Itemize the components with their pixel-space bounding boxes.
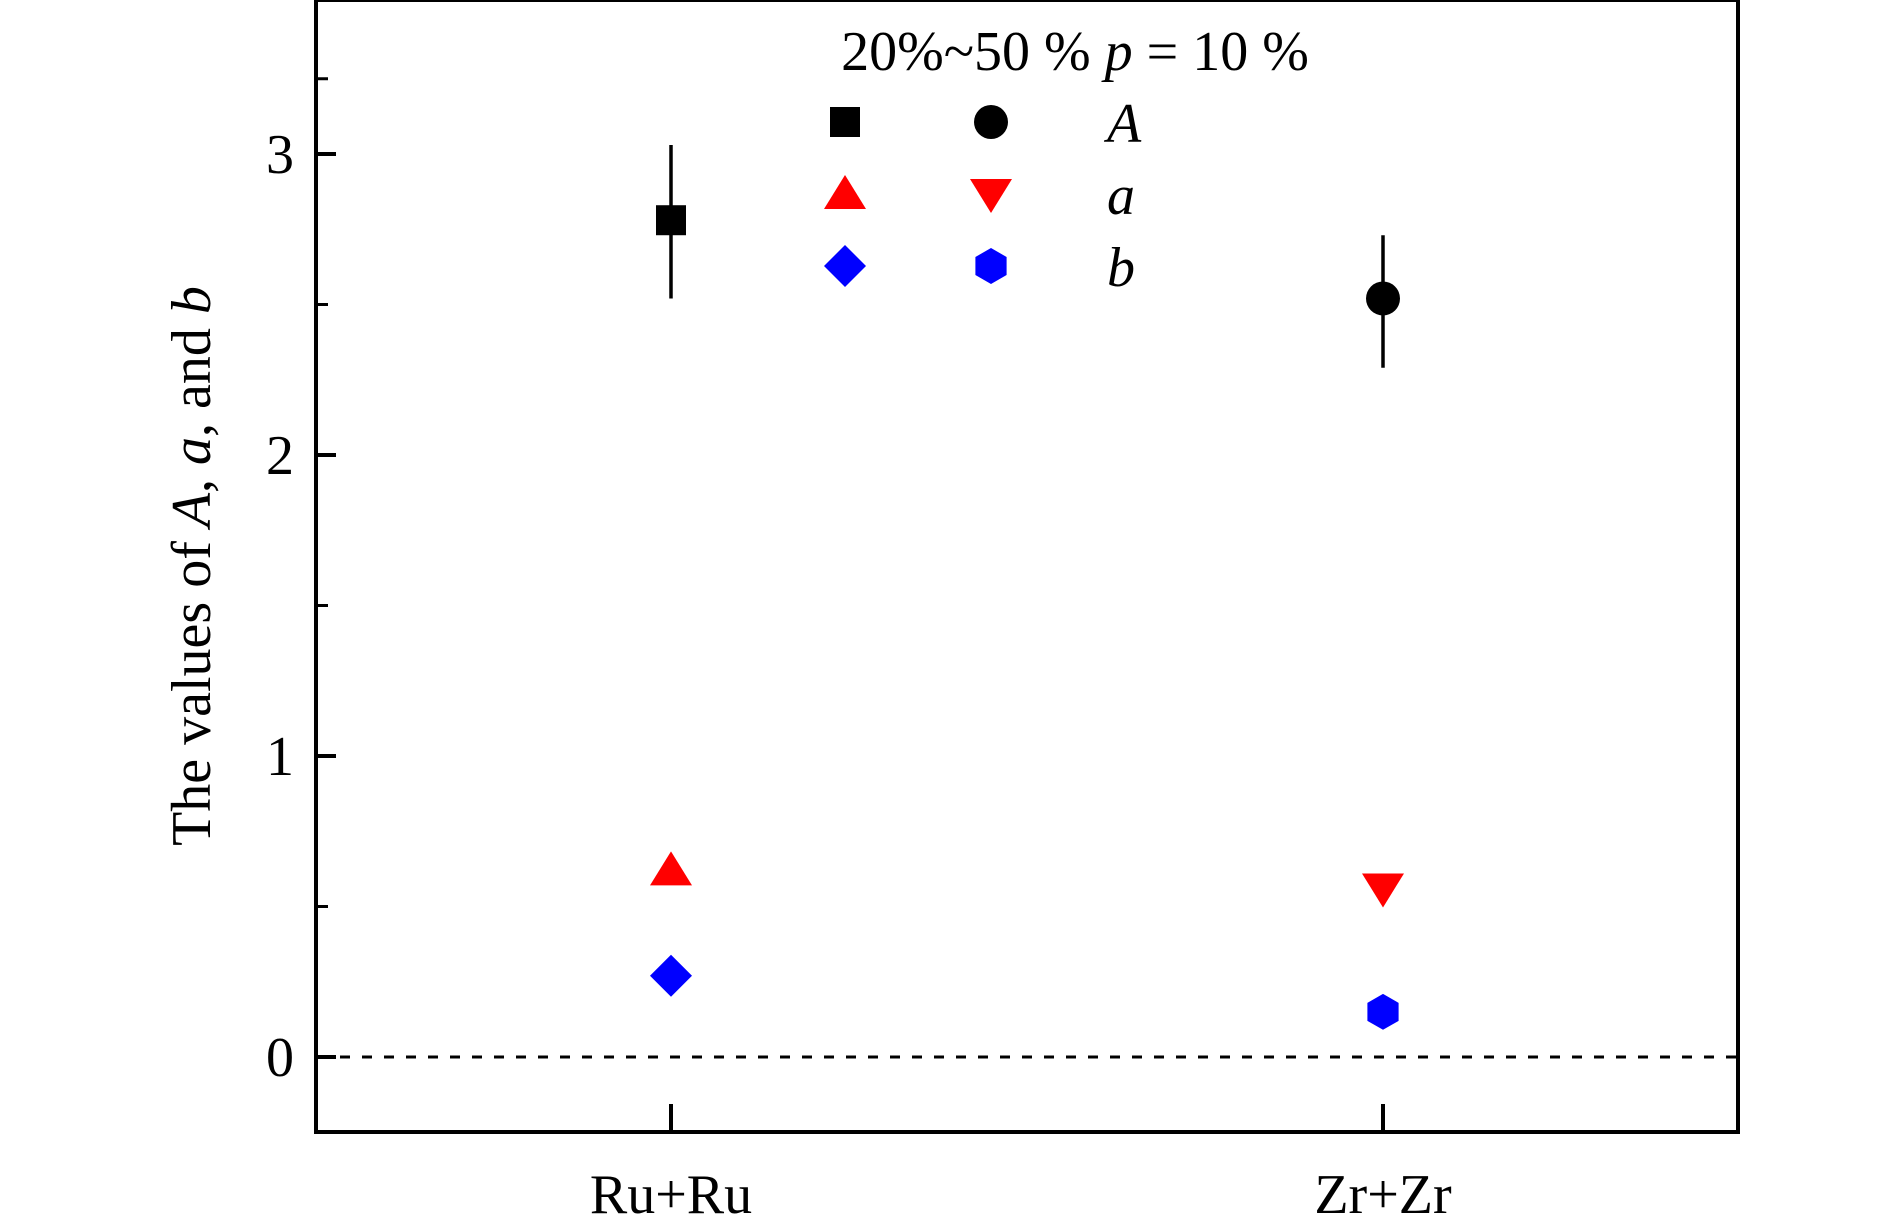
plot-frame (314, 0, 1740, 1134)
legend-title: 20%~50 % p = 10 % (841, 21, 1309, 83)
legend-marker-b-diamond (824, 245, 866, 287)
x-axis-ticks: Ru+Ru Zr+Zr (590, 1104, 1452, 1226)
point-A-zr-zr (1366, 281, 1400, 316)
legend-label: A (1103, 93, 1142, 155)
legend-label: b (1107, 237, 1135, 299)
legend: 20%~50 % p = 10 % Aab (824, 21, 1309, 299)
y-tick-label: 3 (266, 124, 294, 186)
data-points (650, 144, 1404, 1030)
point-a-ru-ru (650, 851, 692, 886)
point-b-zr-zr (1367, 993, 1399, 1030)
y-tick-label: 2 (266, 425, 294, 487)
legend-label: a (1107, 165, 1135, 227)
point-b-ru-ru (650, 954, 692, 997)
legend-marker-b-hexagon (975, 248, 1007, 284)
x-tick-label: Zr+Zr (1314, 1164, 1452, 1226)
y-axis-label: The values of A, a, and b (161, 286, 223, 846)
point-a-zr-zr (1362, 873, 1404, 908)
legend-marker-a-triangle-up (824, 175, 866, 209)
y-axis-ticks: 0 1 2 3 (266, 77, 336, 1089)
y-tick-label: 1 (266, 726, 294, 788)
legend-marker-A-square (830, 107, 860, 137)
legend-marker-a-triangle-down (970, 179, 1012, 213)
point-A-ru-ru (656, 205, 686, 236)
x-tick-label: Ru+Ru (590, 1164, 752, 1226)
y-tick-label: 0 (266, 1027, 294, 1089)
legend-marker-A-circle (974, 105, 1008, 139)
